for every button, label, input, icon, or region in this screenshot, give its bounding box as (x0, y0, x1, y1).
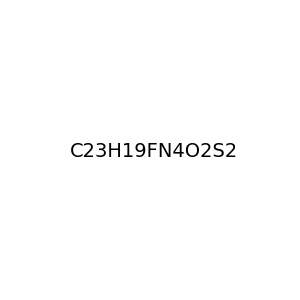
Text: C23H19FN4O2S2: C23H19FN4O2S2 (70, 142, 238, 161)
